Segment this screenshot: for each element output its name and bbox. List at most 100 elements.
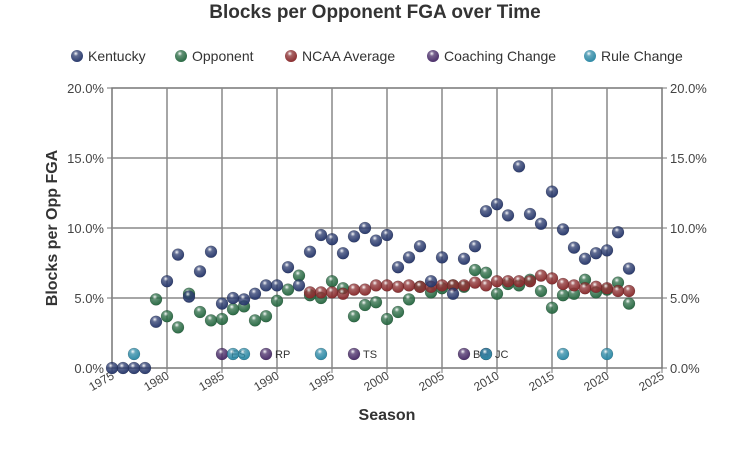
- point-kentucky: [105, 361, 119, 375]
- y-tick-label-right: 20.0%: [670, 81, 707, 96]
- point-rule-change: [127, 347, 141, 361]
- chart-title: Blocks per Opponent FGA over Time: [209, 2, 541, 23]
- point-opponent: [248, 314, 262, 327]
- point-kentucky: [391, 260, 405, 274]
- point-opponent: [160, 309, 174, 323]
- point-ncaa-average: [369, 279, 383, 292]
- point-kentucky: [127, 361, 141, 375]
- point-rule-change: [479, 347, 493, 361]
- point-ncaa-average: [358, 283, 372, 296]
- point-rule-change: [556, 347, 570, 361]
- point-coaching-change: [457, 347, 471, 361]
- point-kentucky: [556, 223, 570, 236]
- legend-marker-opponent: [175, 50, 187, 62]
- coaching-change-label: TS: [363, 349, 377, 361]
- y-tick-label: 10.0%: [67, 221, 104, 236]
- grid: [111, 87, 663, 369]
- coaching-change-label: RP: [275, 349, 290, 361]
- point-kentucky: [622, 262, 636, 275]
- point-ncaa-average: [314, 286, 328, 299]
- point-kentucky: [325, 232, 339, 246]
- point-kentucky: [336, 246, 350, 260]
- point-ncaa-average: [523, 274, 537, 288]
- point-kentucky: [435, 251, 449, 264]
- point-ncaa-average: [413, 280, 427, 294]
- point-ncaa-average: [512, 274, 526, 288]
- point-kentucky: [248, 287, 262, 301]
- point-kentucky: [479, 204, 493, 218]
- y-tick-label: 0.0%: [74, 361, 104, 376]
- legend: Kentucky Opponent NCAA Average Coaching Cha…: [71, 48, 683, 64]
- point-ncaa-average: [556, 277, 570, 291]
- point-ncaa-average: [611, 284, 625, 298]
- point-opponent: [545, 301, 559, 315]
- point-ncaa-average: [622, 284, 636, 298]
- point-ncaa-average: [567, 279, 581, 292]
- point-opponent: [347, 309, 361, 323]
- point-coaching-change: [259, 347, 273, 361]
- point-ncaa-average: [501, 274, 515, 288]
- y-tick-label-right: 10.0%: [670, 221, 707, 236]
- point-ncaa-average: [435, 279, 449, 292]
- data-marks: ESRPTSBGJC: [105, 160, 636, 375]
- point-kentucky: [545, 185, 559, 198]
- point-kentucky: [281, 260, 295, 274]
- point-rule-change: [226, 347, 240, 361]
- y-tick-label: 5.0%: [74, 291, 104, 306]
- point-opponent: [468, 263, 482, 277]
- point-ncaa-average: [600, 281, 614, 295]
- point-kentucky: [468, 239, 482, 253]
- point-opponent: [622, 297, 636, 310]
- point-rule-change: [600, 347, 614, 361]
- point-ncaa-average: [589, 280, 603, 294]
- point-kentucky: [413, 239, 427, 253]
- point-kentucky: [314, 228, 328, 242]
- point-kentucky: [303, 245, 317, 259]
- point-opponent: [171, 321, 185, 334]
- y-tick-label: 20.0%: [67, 81, 104, 96]
- point-opponent: [358, 298, 372, 312]
- point-kentucky: [116, 361, 130, 375]
- point-kentucky: [534, 217, 548, 231]
- point-kentucky: [446, 287, 460, 301]
- point-kentucky: [402, 251, 416, 264]
- point-opponent: [226, 302, 240, 316]
- y-axis-title: Blocks per Opp FGA: [44, 149, 61, 306]
- point-kentucky: [270, 279, 284, 292]
- coaching-change-label: JC: [495, 349, 509, 361]
- point-ncaa-average: [490, 274, 504, 288]
- legend-marker-rule-change: [584, 50, 596, 62]
- point-opponent: [270, 294, 284, 308]
- point-coaching-change: [347, 347, 361, 361]
- y-tick-label-right: 0.0%: [670, 361, 700, 376]
- point-ncaa-average: [336, 287, 350, 301]
- point-ncaa-average: [303, 286, 317, 299]
- point-opponent: [215, 312, 229, 326]
- point-opponent: [391, 305, 405, 319]
- point-ncaa-average: [391, 280, 405, 294]
- point-opponent: [402, 293, 416, 306]
- point-kentucky: [237, 293, 251, 306]
- legend-label-rule-change: Rule Change: [601, 48, 683, 64]
- point-ncaa-average: [347, 283, 361, 296]
- point-ncaa-average: [325, 286, 339, 299]
- point-kentucky: [292, 279, 306, 292]
- point-kentucky: [589, 246, 603, 260]
- point-opponent: [149, 293, 163, 306]
- point-opponent: [281, 283, 295, 296]
- point-opponent: [259, 309, 273, 323]
- point-rule-change: [237, 347, 251, 361]
- point-kentucky: [600, 244, 614, 257]
- point-kentucky: [424, 274, 438, 288]
- point-opponent: [534, 284, 548, 298]
- y-tick-label-right: 15.0%: [670, 151, 707, 166]
- point-coaching-change: [215, 347, 229, 361]
- point-kentucky: [611, 225, 625, 239]
- point-kentucky: [501, 209, 515, 222]
- point-kentucky: [457, 252, 471, 266]
- point-ncaa-average: [402, 279, 416, 292]
- legend-marker-kentucky: [71, 50, 83, 62]
- legend-marker-ncaa-average: [285, 50, 297, 62]
